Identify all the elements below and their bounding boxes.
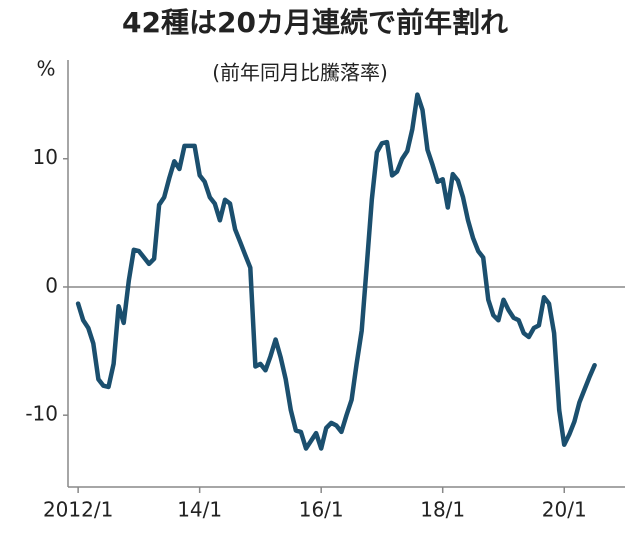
x-tick-label: 2012/1 — [43, 498, 113, 522]
y-tick-label: 10 — [33, 145, 58, 169]
y-axis-label: % — [36, 57, 55, 81]
x-tick-label: 14/1 — [177, 498, 222, 522]
x-tick-label: 18/1 — [420, 498, 465, 522]
y-tick-label: -10 — [25, 402, 58, 426]
data-line — [75, 92, 597, 451]
y-tick-label: 0 — [45, 273, 58, 297]
chart-title: 42種は20カ月連続で前年割れ — [122, 6, 508, 39]
chart-subtitle: (前年同月比騰落率) — [212, 61, 388, 85]
x-tick-label: 20/1 — [542, 498, 587, 522]
x-tick-label: 16/1 — [299, 498, 344, 522]
